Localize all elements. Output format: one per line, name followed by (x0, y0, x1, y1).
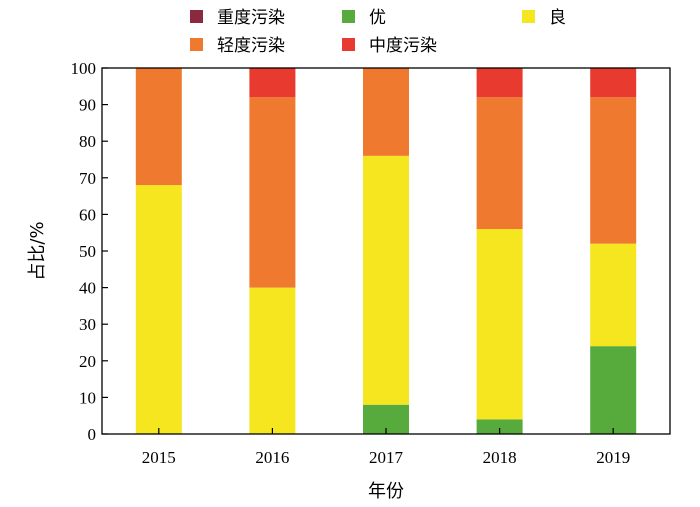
legend-swatch (522, 10, 535, 23)
legend-swatch (190, 10, 203, 23)
bar-segment-2018-s0 (476, 419, 523, 434)
y-tick-label: 50 (79, 242, 96, 261)
legend-label: 轻度污染 (217, 36, 285, 56)
legend-swatch (190, 38, 203, 51)
y-tick-label: 70 (79, 169, 96, 188)
x-tick-label: 2018 (483, 448, 517, 467)
bar-segment-2019-s1 (590, 243, 637, 347)
bar-segment-2015-s2 (135, 68, 182, 186)
bar-segment-2016-s2 (249, 97, 296, 288)
y-tick-label: 10 (79, 388, 96, 407)
legend-label: 良 (549, 8, 566, 28)
legend-item: 中度污染 (342, 36, 437, 56)
y-tick-label: 100 (71, 59, 97, 78)
bar-segment-2019-s3 (590, 68, 637, 98)
x-tick-label: 2015 (142, 448, 176, 467)
legend-label: 优 (369, 8, 386, 28)
y-tick-label: 40 (79, 279, 96, 298)
legend-item: 良 (522, 8, 566, 28)
legend-label: 重度污染 (217, 8, 285, 28)
legend-item: 轻度污染 (190, 36, 285, 56)
y-tick-label: 0 (88, 425, 97, 444)
bar-segment-2018-s3 (476, 68, 523, 98)
bar-segment-2015-s1 (135, 185, 182, 434)
x-tick-label: 2016 (255, 448, 289, 467)
y-tick-label: 90 (79, 96, 96, 115)
bar-segment-2018-s1 (476, 229, 523, 420)
y-tick-label: 30 (79, 315, 96, 334)
x-tick-label: 2017 (369, 448, 404, 467)
legend-item: 重度污染 (190, 8, 285, 28)
bar-segment-2019-s0 (590, 346, 637, 434)
legend-swatch (342, 10, 355, 23)
x-axis-title: 年份 (368, 481, 404, 502)
y-tick-label: 80 (79, 132, 96, 151)
y-tick-label: 60 (79, 205, 96, 224)
legend-item: 优 (342, 8, 386, 28)
x-tick-label: 2019 (596, 448, 630, 467)
y-tick-label: 20 (79, 352, 96, 371)
legend-label: 中度污染 (369, 36, 437, 56)
bar-segment-2018-s2 (476, 97, 523, 230)
y-axis: 0 10 20 30 40 50 60 70 80 90 100 (71, 59, 108, 444)
bar-segment-2016-s3 (249, 68, 296, 98)
y-axis-title: 占比/% (27, 221, 48, 280)
legend-swatch (342, 38, 355, 51)
bar-segment-2017-s1 (363, 155, 409, 405)
bar-segment-2019-s2 (590, 97, 637, 244)
x-axis: 2015 2016 2017 2018 2019 (142, 428, 630, 467)
bars (135, 68, 637, 434)
bar-segment-2017-s2 (363, 68, 409, 156)
bar-segment-2016-s1 (249, 287, 296, 434)
